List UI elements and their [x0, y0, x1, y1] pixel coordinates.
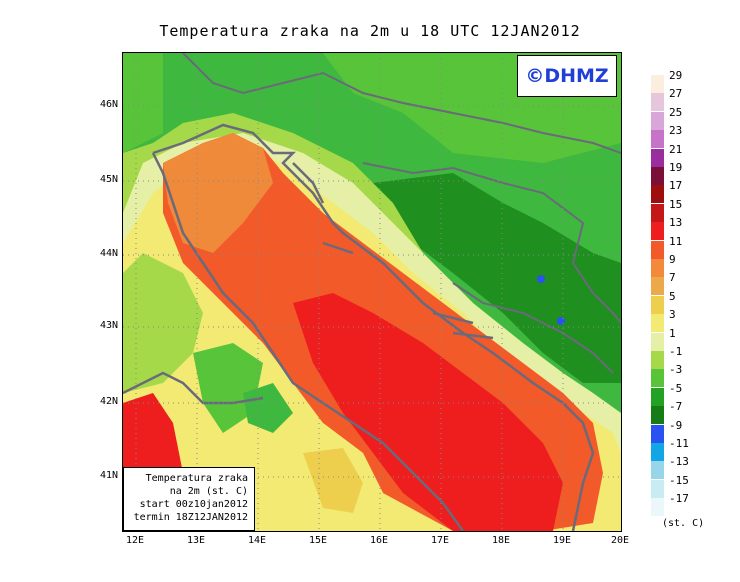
legend-swatch [651, 203, 664, 222]
legend-label: 19 [669, 161, 683, 174]
legend-label: 27 [669, 87, 683, 101]
legend-label: -11 [669, 437, 689, 450]
lon-label-19e: 19E [552, 535, 572, 546]
legend-swatch [651, 351, 664, 369]
lon-label-12e: 12E [125, 535, 145, 546]
lat-label-45n: 45N [99, 174, 118, 185]
legend-units: (st. C) [662, 518, 705, 529]
legend-swatch [651, 443, 664, 461]
legend-label: -5 [669, 381, 683, 395]
legend-swatch [651, 461, 664, 480]
temperature-field [123, 53, 621, 531]
lon-label-16e: 16E [369, 535, 389, 546]
legend-swatch [651, 332, 664, 351]
legend-swatch [651, 148, 664, 167]
legend-swatch [651, 277, 664, 296]
legend-swatch [651, 387, 664, 406]
legend-swatch [651, 185, 664, 204]
lat-label-43n: 43N [99, 320, 118, 331]
lat-label-44n: 44N [99, 248, 118, 259]
legend-label: -15 [669, 473, 689, 487]
lon-label-20e: 20E [610, 535, 630, 546]
legend-label: -7 [669, 400, 683, 414]
legend-label: 11 [669, 234, 683, 248]
legend-label: 3 [669, 308, 676, 322]
legend-label: -3 [669, 363, 683, 377]
lon-label-13e: 13E [186, 535, 206, 546]
map-title: Temperatura zraka na 2m u 18 UTC 12JAN20… [159, 22, 581, 40]
legend-label: 17 [669, 179, 683, 193]
legend-swatch [651, 479, 664, 498]
legend-swatch [651, 240, 664, 259]
legend-label: 29 [669, 69, 683, 82]
legend-swatch [651, 406, 664, 425]
info-line-2: na 2m (st. C) [169, 486, 248, 497]
legend-label: 21 [669, 142, 683, 156]
legend-swatch [651, 130, 664, 149]
legend-label: 1 [669, 326, 676, 340]
legend-swatch [651, 314, 664, 333]
info-line-4: termin 18Z12JAN2012 [133, 512, 248, 523]
legend-swatch [651, 259, 664, 277]
info-box: Temperatura zraka na 2m (st. C) start 00… [123, 467, 255, 531]
legend-swatch [651, 222, 664, 241]
info-line-1: Temperatura zraka [145, 473, 248, 484]
legend-label: -9 [669, 418, 683, 432]
legend-label: 7 [669, 271, 676, 285]
info-line-3: start 00z10jan2012 [139, 499, 248, 510]
legend-label: -17 [669, 492, 689, 506]
lon-label-14e: 14E [247, 535, 267, 546]
legend-label: 13 [669, 216, 683, 230]
dhmz-watermark: ©DHMZ [517, 55, 617, 97]
legend-swatch [651, 424, 664, 443]
lat-label-42n: 42N [99, 396, 118, 407]
legend-label: 15 [669, 197, 683, 211]
lon-label-17e: 17E [430, 535, 450, 546]
lon-label-15e: 15E [308, 535, 328, 546]
legend-swatch [651, 75, 664, 93]
lat-label-41n: 41N [99, 470, 118, 481]
legend-label: -1 [669, 345, 683, 358]
legend-label: -13 [669, 455, 689, 469]
lon-label-18e: 18E [491, 535, 511, 546]
temperature-map: ©DHMZ Temperatura zraka na 2m (st. C) st… [122, 52, 622, 532]
legend-swatch [651, 93, 664, 112]
legend-swatch [651, 167, 664, 185]
lat-label-46n: 46N [99, 99, 118, 110]
legend-swatch [651, 369, 664, 388]
legend-label: 5 [669, 289, 676, 303]
legend-label: 9 [669, 253, 676, 266]
legend-label: 23 [669, 124, 683, 138]
legend-swatch [651, 498, 664, 517]
legend-swatch [651, 111, 664, 130]
legend-label: 25 [669, 105, 683, 119]
legend-swatch [651, 295, 664, 314]
